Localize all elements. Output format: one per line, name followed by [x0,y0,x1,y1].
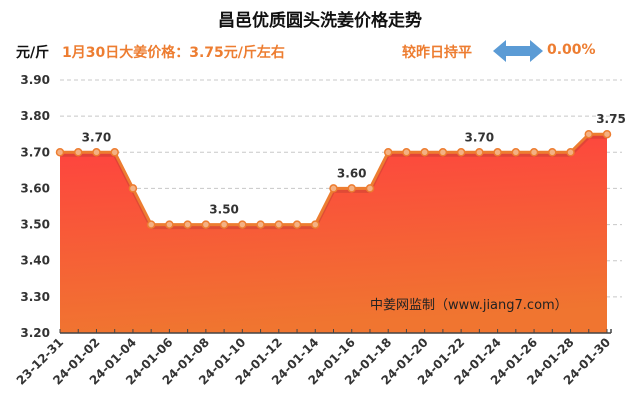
data-point [274,220,284,229]
data-point [456,148,466,157]
left-right-arrow-icon [493,40,543,62]
price-headline: 1月30日大姜价格：3.75元/斤左右 [62,45,285,61]
data-label: 3.70 [82,130,112,144]
y-tick-label: 3.60 [20,181,50,195]
data-label: 3.75 [596,112,626,126]
data-point [548,148,557,157]
data-point [602,129,612,139]
watermark: 中姜网监制（www.jiang7.com） [370,298,568,313]
data-label: 3.70 [465,130,495,144]
data-point [584,129,594,139]
data-point [383,148,393,157]
change-label: 较昨日持平 [402,45,472,61]
data-point [347,184,356,193]
y-tick-label: 3.20 [20,326,50,340]
data-point [292,220,302,229]
y-tick-label: 3.40 [20,254,50,268]
data-point [493,148,502,157]
data-point [92,148,101,157]
price-area [60,134,607,333]
y-tick-label: 3.80 [20,109,50,123]
chart-title: 昌邑优质圆头洗姜价格走势 [218,11,422,31]
data-point [183,220,192,229]
data-point [201,220,211,229]
data-point [238,220,247,229]
y-tick-label: 3.30 [20,290,50,304]
data-point [165,220,174,229]
data-point [73,148,83,157]
data-point [529,148,539,157]
data-point [329,184,338,193]
data-label: 3.60 [337,166,367,180]
y-tick-label: 3.90 [20,73,50,87]
data-point [256,220,265,229]
data-point [128,184,138,193]
y-tick-label: 3.70 [20,145,50,159]
data-point [110,148,119,157]
data-point [566,148,575,157]
y-tick-label: 3.50 [20,218,50,232]
data-label: 3.50 [209,203,239,217]
data-point [511,148,521,157]
data-point [365,184,375,193]
data-point [219,220,229,229]
data-point [146,220,156,229]
data-point [311,220,320,229]
data-point [55,148,65,157]
data-point [402,148,411,157]
change-value: 0.00% [547,42,596,58]
data-point [420,148,429,157]
data-point [438,148,448,157]
data-point [475,148,484,157]
y-axis-unit: 元/斤 [16,45,50,61]
